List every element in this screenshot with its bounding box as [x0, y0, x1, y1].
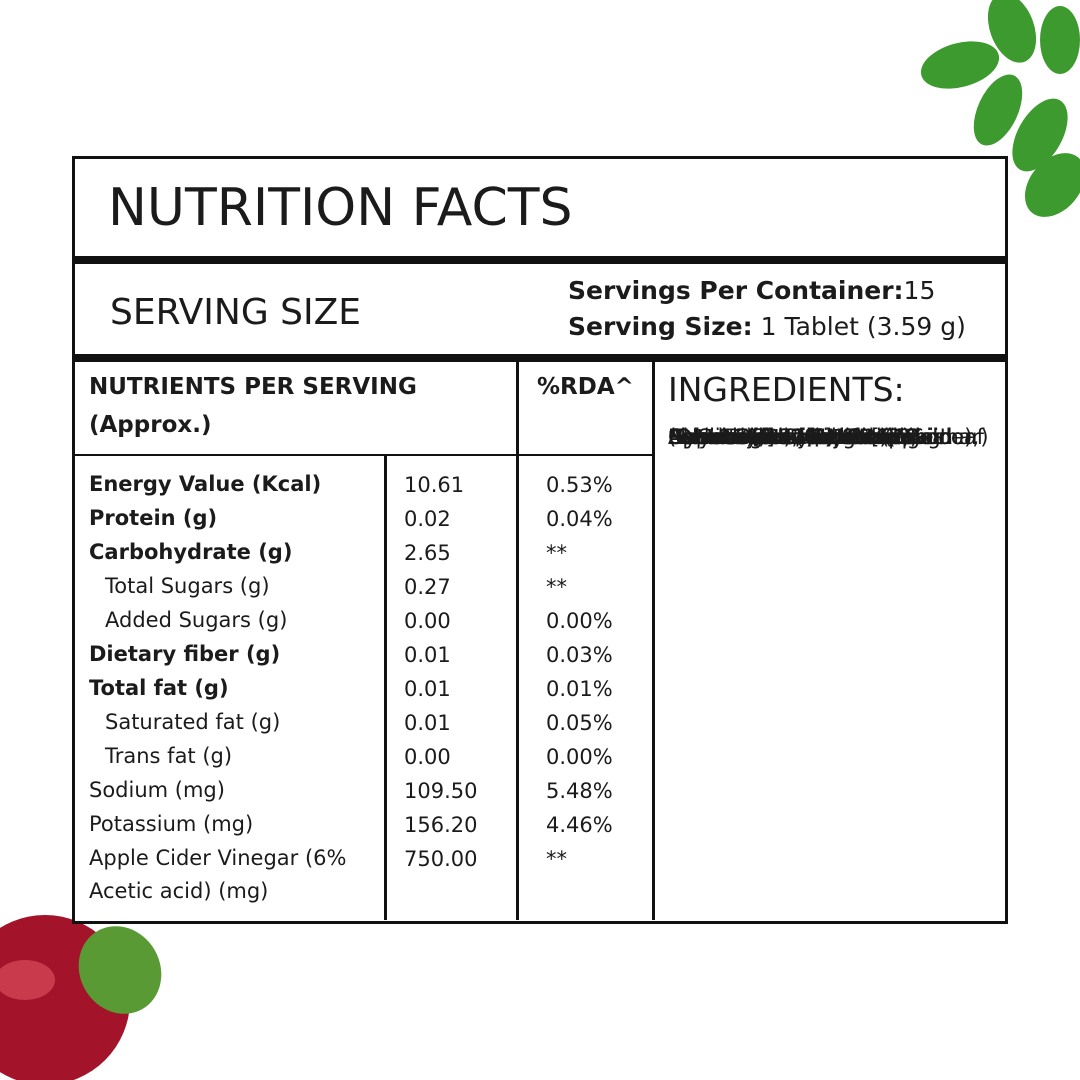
serving-label: SERVING SIZE — [110, 292, 362, 333]
servings-per-container: Servings Per Container:15 — [568, 276, 935, 305]
nutrient-value: 2.65 — [404, 541, 451, 565]
rda-value: 0.04% — [546, 507, 613, 531]
ingredient-line: Extract (0.22%), Citric Acid — [668, 425, 953, 449]
nutrient-name: Carbohydrate (g) — [89, 540, 293, 564]
ingredient-line: Acetic Acid), Sodium — [668, 425, 885, 449]
divider — [516, 362, 519, 920]
header: NUTRIENTS PER SERVING — [89, 374, 417, 400]
ingredient-line: Bark Extract (4.18%), — [668, 425, 895, 449]
rda-value: 0.00% — [546, 745, 613, 769]
serving-size: Serving Size: 1 Tablet (3.59 g) — [568, 312, 966, 341]
nutrient-name: Sodium (mg) — [89, 778, 225, 802]
rda-value: 0.03% — [546, 643, 613, 667]
nutrient-value: 750.00 — [404, 847, 478, 871]
rda-value: 4.46% — [546, 813, 613, 837]
value: 15 — [903, 276, 936, 305]
nutrient-name: Total Sugars (g) — [105, 574, 270, 598]
ingredient-line: Extract (5.57%), Cinnamon — [668, 425, 953, 449]
nutrient-name: Dietary fiber (g) — [89, 642, 281, 666]
nutrient-value: 0.01 — [404, 643, 451, 667]
nutrient-value: 0.01 — [404, 677, 451, 701]
ingredient-line: Substances (Green Apple — [668, 425, 934, 449]
header: %RDA^ — [537, 374, 634, 400]
nutrient-name: Potassium (mg) — [89, 812, 254, 836]
ingredient-line: (INS 960)] — [668, 425, 775, 449]
divider — [384, 454, 387, 920]
nutrient-name: Apple Cider Vinegar (6% Acetic acid) (mg… — [89, 846, 347, 903]
ingredient-line: Apple Cider Vinegar (6% — [668, 425, 926, 449]
nutrient-value: 156.20 — [404, 813, 478, 837]
value: 1 Tablet (3.59 g) — [760, 312, 966, 341]
nutrient-name: Energy Value (Kcal) — [89, 472, 322, 496]
nutrient-name: Protein (g) — [89, 506, 218, 530]
rda-value: 0.00% — [546, 609, 613, 633]
label: Serving Size: — [568, 312, 753, 341]
ingredient-line: Polyethylene Glycol (Vehicle), — [668, 425, 980, 449]
rda-value: 5.48% — [546, 779, 613, 803]
nutrient-value: 0.00 — [404, 609, 451, 633]
rda-value: ** — [546, 575, 567, 599]
ingredient-line: (Disintegrant), Natural & — [668, 425, 928, 449]
rda-value: 0.53% — [546, 473, 613, 497]
ingredients-title: INGREDIENTS: — [668, 370, 905, 409]
nutrient-value: 0.00 — [404, 745, 451, 769]
nutrient-name: Saturated fat (g) — [105, 710, 281, 734]
nutrient-value: 10.61 — [404, 473, 465, 497]
divider — [72, 354, 1008, 362]
nutrient-name: Added Sugars (g) — [105, 608, 288, 632]
nutrient-name: Total fat (g) — [89, 676, 229, 700]
ingredient-line: Flavour), Natural food Colour — [668, 425, 973, 449]
divider — [652, 362, 655, 920]
ingredient-line: Powder (6.41%), Moringa Leaf — [668, 425, 985, 449]
ingredient-line: Bicarbonate, Potassium — [668, 425, 916, 449]
rda-value: 0.01% — [546, 677, 613, 701]
rda-value: 0.05% — [546, 711, 613, 735]
rda-value: ** — [546, 541, 567, 565]
ingredient-line: Bicarbonate, Cinnamon — [668, 425, 915, 449]
ingredient-line: Gymnema Sylvestre (Gudmar) — [668, 425, 989, 449]
title: NUTRITION FACTS — [108, 178, 573, 238]
nutrient-value: 0.01 — [404, 711, 451, 735]
nutrient-value: 0.02 — [404, 507, 451, 531]
ingredient-line: Nature-Identical Flavoring — [668, 425, 941, 449]
divider — [72, 454, 654, 456]
nutrient-value: 0.27 — [404, 575, 451, 599]
ingredient-line: Natural Sweetener [Stevia — [668, 425, 945, 449]
header: (Approx.) — [89, 412, 212, 438]
nutrient-value: 109.50 — [404, 779, 478, 803]
nutrient-name: Trans fat (g) — [105, 744, 233, 768]
ingredient-line: Beetroot Red (INS 162), — [668, 425, 917, 449]
rda-value: ** — [546, 847, 567, 871]
divider — [72, 256, 1008, 264]
label: Servings Per Container: — [568, 276, 904, 305]
label-box — [72, 156, 1008, 924]
